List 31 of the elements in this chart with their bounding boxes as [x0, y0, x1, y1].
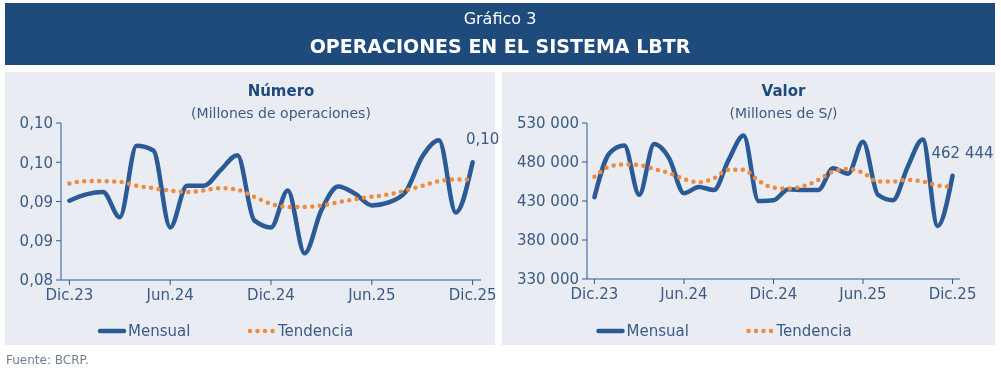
legend-label: Mensual	[626, 322, 689, 341]
x-tick-label: Dic.24	[749, 285, 798, 303]
y-tick-label: 0,09	[19, 192, 53, 211]
y-tick-label: 0,10	[19, 114, 53, 133]
x-tick-label: Dic.25	[928, 285, 977, 303]
data-label: 0,10	[465, 130, 500, 149]
y-tick-label: 0,10	[19, 153, 53, 172]
legend-label: Tendencia	[277, 322, 354, 341]
legend-label: Mensual	[128, 322, 191, 341]
x-tick-label: Dic.24	[247, 286, 295, 304]
chart-subtitle: (Millones de operaciones)	[191, 105, 371, 121]
text: Gráfico 3	[463, 9, 537, 28]
y-tick-label: 530 000	[516, 114, 579, 133]
chart-title: Número	[247, 82, 315, 100]
y-tick-label: 480 000	[516, 153, 579, 172]
text: OPERACIONES EN EL SISTEMA LBTR	[309, 35, 691, 57]
y-tick-label: 0,09	[19, 232, 53, 250]
x-tick-label: Jun.24	[659, 285, 708, 303]
source-note: Fuente: BCRP.	[6, 353, 89, 367]
x-tick-label: Dic.25	[448, 286, 497, 304]
chart-subtitle: (Millones de S/)	[729, 105, 838, 121]
y-tick-label: 430 000	[516, 192, 579, 211]
x-tick-label: Dic.23	[570, 285, 619, 303]
data-label: 462 444	[931, 143, 994, 162]
x-tick-label: Jun.25	[838, 285, 887, 303]
legend-label: Tendencia	[775, 322, 852, 341]
chart-title: Valor	[761, 82, 806, 100]
y-tick-label: 380 000	[516, 231, 579, 250]
x-tick-label: Dic.23	[45, 286, 94, 304]
x-tick-label: Jun.24	[145, 286, 194, 304]
x-tick-label: Jun.25	[347, 286, 396, 304]
